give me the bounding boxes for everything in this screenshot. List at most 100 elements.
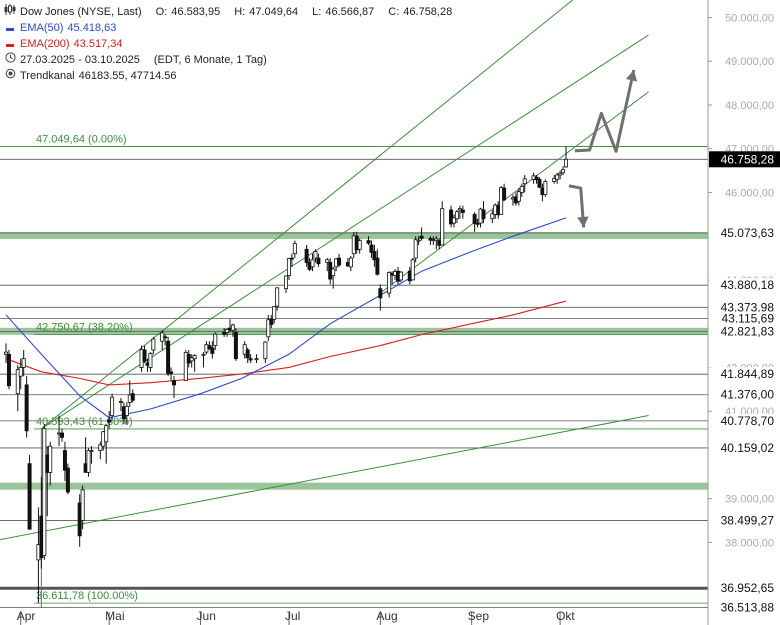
fib-label: 36.611,78 (100.00%): [36, 590, 138, 602]
level-tag-label: 46.758,28: [721, 152, 775, 166]
level-tag-label: 41.376,00: [721, 388, 775, 402]
candlestick-icon: [4, 4, 16, 20]
x-tick-label: Aug: [376, 609, 397, 623]
level-tag: [709, 387, 780, 402]
ohlc-close-value: 46.758,28: [403, 6, 453, 18]
candle-body: [516, 191, 521, 202]
ema50-swatch: [6, 28, 14, 31]
candle-body: [413, 239, 418, 259]
y-tick-label: 48.000,00: [725, 100, 774, 112]
level-tag-label: 40.778,70: [721, 414, 775, 428]
bullish-scenario-arrow: [574, 69, 636, 153]
candle-body: [27, 463, 32, 530]
candle-body: [24, 384, 29, 432]
target-icon: [4, 68, 16, 84]
candle-body: [166, 340, 171, 374]
fib-label: 42.750,67 (38.20%): [36, 322, 133, 334]
candle-body: [313, 251, 318, 259]
candle-body: [98, 444, 103, 451]
level-tag-label: 43.373,98: [721, 300, 775, 314]
candle-body: [348, 257, 353, 268]
ohlc-open-value: 46.583,95: [171, 6, 221, 18]
level-tag-label: 45.073,63: [721, 226, 775, 240]
ema200-swatch: [6, 44, 14, 47]
trendline: [0, 415, 649, 541]
candle-body: [118, 401, 123, 403]
level-tag: [709, 440, 780, 455]
ohlc-low-label: L:: [312, 6, 322, 18]
candle-body: [387, 272, 392, 294]
candle-body: [80, 489, 85, 521]
legend-ema200-row[interactable]: EMA(200) 43.517,34: [4, 36, 452, 52]
level-tag: [709, 413, 780, 428]
level-tag: [709, 324, 780, 339]
period-range: 27.03.2025 - 03.10.2025: [20, 54, 140, 66]
support-zone: [0, 482, 708, 490]
trendline: [41, 0, 574, 430]
candle-body: [369, 244, 374, 253]
arrow-head: [625, 69, 638, 82]
y-tick-label: 49.000,00: [725, 56, 774, 68]
candle-body: [21, 358, 26, 368]
candle-body: [42, 428, 47, 556]
x-tick-label: Sep: [468, 609, 490, 623]
x-tick-label: Apr: [17, 609, 36, 623]
candle-body: [475, 222, 480, 225]
candle-body: [110, 396, 115, 416]
legend-ema50-row[interactable]: EMA(50) 45.418,63: [4, 20, 452, 36]
instrument-name: Dow Jones (NYSE, Last): [20, 6, 142, 18]
bearish-scenario-arrow: [568, 184, 586, 228]
candle-body: [263, 341, 268, 360]
chart-legend: Dow Jones (NYSE, Last) O: 46.583,95 H: 4…: [4, 4, 452, 84]
candle-body: [460, 209, 465, 213]
candle-body: [310, 259, 315, 268]
x-tick-label: Mai: [105, 609, 124, 623]
clock-icon: [4, 52, 16, 68]
trendchannel-label: Trendkanal: [20, 70, 75, 82]
candle-body: [189, 357, 194, 362]
candle-body: [519, 185, 524, 193]
time-axis: Apr Mai Jun Jul Aug Sep Okt: [17, 609, 575, 625]
candle-body: [242, 344, 247, 355]
candle-body: [104, 425, 109, 443]
fib-label: 40.593,43 (61.80%): [36, 416, 133, 428]
legend-trendchannel-row[interactable]: Trendkanal 46183.55, 47714.56: [4, 68, 452, 84]
level-tag-label: 36.952,65: [721, 581, 775, 595]
candle-body: [60, 432, 65, 438]
ohlc-high-label: H:: [234, 6, 246, 18]
candle-body: [283, 275, 288, 290]
level-tag-label: 36.513,88: [721, 600, 775, 614]
legend-instrument-row: Dow Jones (NYSE, Last) O: 46.583,95 H: 4…: [4, 4, 452, 20]
ema200-series: [5, 300, 567, 386]
candle-body: [552, 178, 557, 182]
candle-body: [289, 257, 294, 260]
ohlc-high-value: 47.049,64: [249, 6, 299, 18]
level-tag: [709, 581, 780, 596]
trendline: [380, 91, 649, 294]
legend-period-row: 27.03.2025 - 03.10.2025 (EDT, 6 Monate, …: [4, 52, 452, 68]
candle-body: [502, 187, 507, 201]
ema200-line: [5, 300, 567, 386]
arrow-head: [577, 216, 589, 228]
ema50-line: [5, 217, 567, 419]
candle-body: [378, 288, 383, 299]
level-tag-label: 42.821,83: [721, 324, 775, 338]
candle-body: [192, 355, 197, 360]
candle-body: [543, 181, 548, 196]
price-axis: 38.000,0039.000,0041.000,0042.000,0044.0…: [707, 0, 780, 625]
ohlc-low-value: 46.566,87: [325, 6, 375, 18]
candle-body: [564, 158, 569, 168]
candle-body: [213, 333, 218, 346]
candle-body: [107, 419, 112, 423]
y-tick-label: 50.000,00: [725, 12, 774, 24]
candle-body: [15, 369, 20, 395]
ema200-label: EMA(200): [20, 38, 70, 50]
candle-body: [222, 332, 227, 335]
y-tick-label: 46.000,00: [725, 187, 774, 199]
candle-body: [472, 213, 477, 224]
ema50-series: [5, 217, 567, 419]
candle-body: [65, 467, 70, 493]
last-price-tag: [709, 151, 780, 168]
candle-body: [151, 338, 156, 351]
